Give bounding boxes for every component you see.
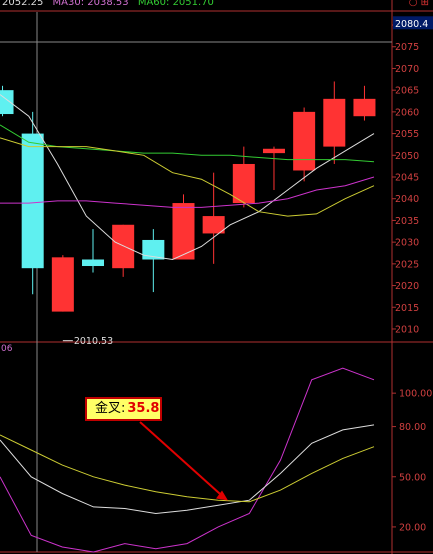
candle [51,255,74,312]
candle-body [353,98,376,117]
price-tick-label: 2050 [395,151,419,162]
indicator-tick-label: 50.00 [399,472,426,483]
callout-arrowhead [216,490,228,501]
ma-line [0,94,375,261]
price-tick-label: 2010 [395,324,419,335]
indicator-line [0,434,375,503]
candle-body [51,257,74,312]
candle-body [262,148,285,154]
current-price-label: 2080.4 [395,19,428,30]
price-tick-label: 2065 [395,86,419,97]
price-tick-label: 2015 [395,303,419,314]
ma-line [0,176,375,208]
candle [172,194,195,260]
candle-body [0,90,14,115]
candle-body [172,203,195,260]
current-price-box [393,16,433,30]
candle [112,224,135,277]
low-marker-label: 2010.53 [74,336,113,347]
candle-body [112,224,135,269]
candle [262,146,285,191]
upper-panel: 2010 2015 2020 2025 2030 2035 2040 2045 2050 2055… [0,16,433,347]
indicator-line [0,367,375,553]
candle [353,85,376,121]
indicator-tick-label: 20.00 [399,522,426,533]
callout-value: 35.8 [127,401,160,416]
price-tick-label: 2040 [395,194,419,205]
lower-panel-label: 06 [1,344,13,354]
candle-body [142,239,165,260]
price-tick-label: 2070 [395,64,419,75]
candle-body [21,133,44,269]
candle-body [293,111,316,171]
callout-arrow [139,421,225,499]
candle [323,81,346,164]
callout-label: 金叉: [95,401,126,416]
lower-panel: 20.00 50.00 80.00 100.00 [0,367,432,553]
price-tick-label: 2060 [395,107,419,118]
price-tick-label: 2030 [395,238,419,249]
indicator-tick-label: 100.00 [399,389,432,400]
header-readout: 2052.25 MA30: 2038.53 MA60: 2051.70 [2,0,220,8]
ma-line [0,124,375,163]
price-tick-label: 2055 [395,129,419,140]
candle [0,85,14,117]
golden-cross-callout: 金叉: 35.8 [85,397,162,421]
indicator-line [0,424,375,515]
price-tick-label: 2025 [395,259,419,270]
candle [82,229,105,273]
price-tick-label: 2045 [395,173,419,184]
price-readout: 2052.25 [2,0,44,8]
ma30-readout: MA30: 2038.53 [52,0,129,8]
candle-body [323,98,346,147]
candle [293,107,316,182]
price-tick-label: 2035 [395,216,419,227]
close-icon[interactable]: ○ ⊞ [408,0,429,8]
indicator-tick-label: 80.00 [399,422,426,433]
ma60-readout: MA60: 2051.70 [137,0,214,8]
price-tick-label: 2020 [395,281,419,292]
candle-body [82,259,105,267]
candle [202,172,225,264]
candle-body [232,163,255,204]
candle-body [202,216,225,234]
ma-line [0,137,375,217]
price-tick-label: 2075 [395,42,419,53]
candle [142,229,165,293]
